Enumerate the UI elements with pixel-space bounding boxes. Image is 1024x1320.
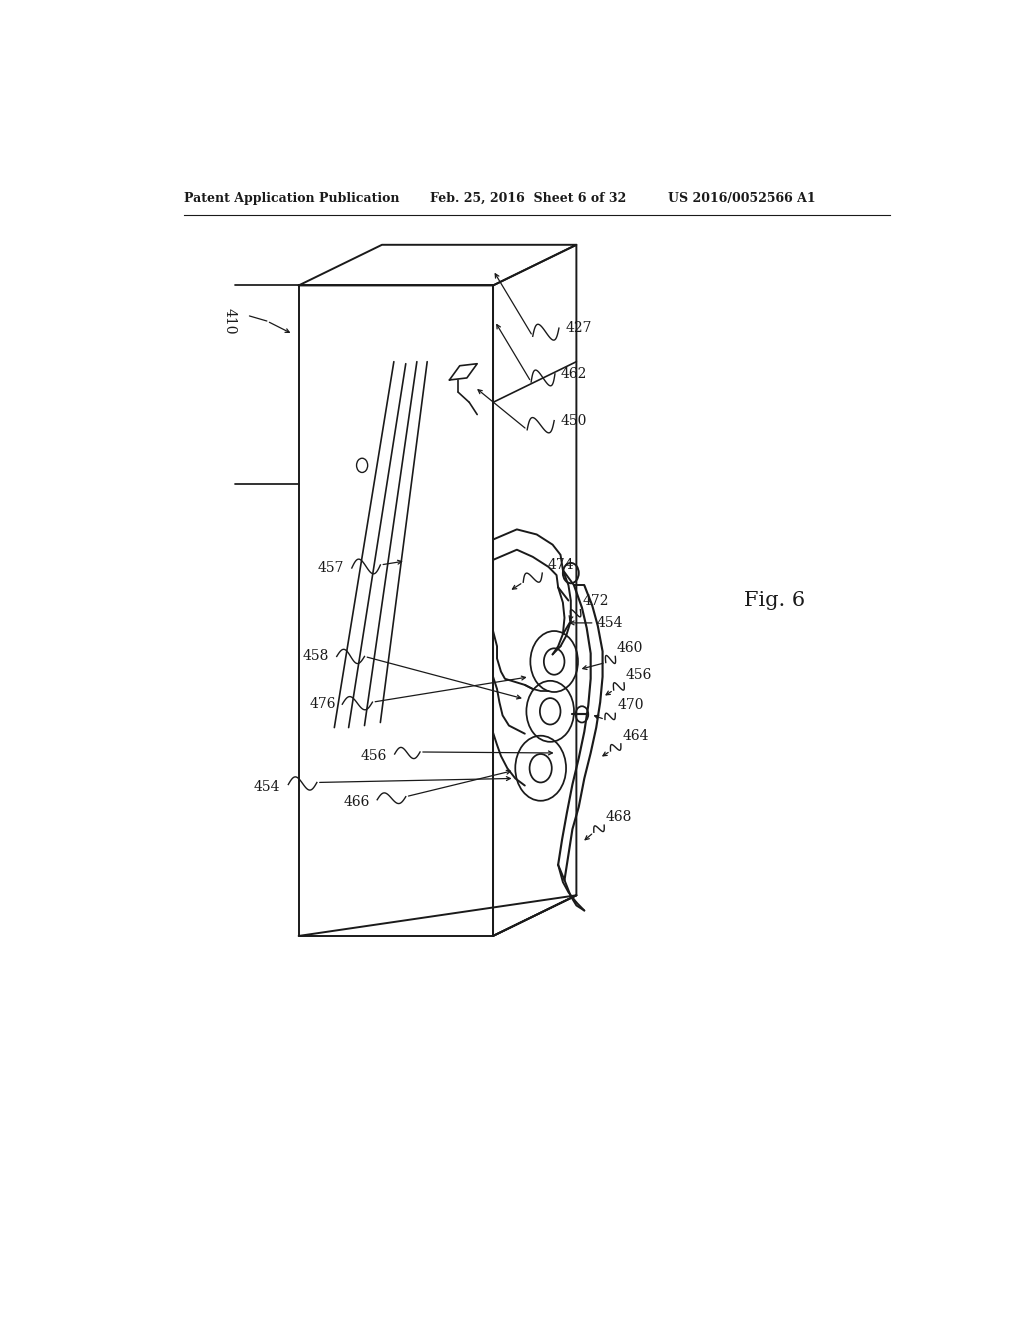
Text: 476: 476 (309, 697, 336, 711)
Text: 464: 464 (623, 729, 649, 743)
Text: 460: 460 (616, 642, 643, 655)
Text: Patent Application Publication: Patent Application Publication (183, 193, 399, 205)
Text: 458: 458 (303, 649, 330, 664)
Text: Feb. 25, 2016  Sheet 6 of 32: Feb. 25, 2016 Sheet 6 of 32 (430, 193, 626, 205)
Text: 462: 462 (561, 367, 587, 381)
Text: Fig. 6: Fig. 6 (744, 591, 805, 610)
Text: 472: 472 (583, 594, 609, 607)
Text: 456: 456 (360, 748, 387, 763)
Text: 454: 454 (254, 780, 281, 793)
Text: 457: 457 (317, 561, 344, 576)
Text: 450: 450 (561, 413, 587, 428)
Text: 470: 470 (617, 698, 644, 713)
Text: 454: 454 (596, 616, 623, 630)
Text: US 2016/0052566 A1: US 2016/0052566 A1 (668, 193, 815, 205)
Text: 466: 466 (343, 795, 370, 809)
Text: 427: 427 (565, 321, 592, 335)
Text: 468: 468 (605, 810, 632, 824)
Text: 474: 474 (547, 558, 573, 572)
Text: 456: 456 (625, 668, 651, 681)
Text: 410: 410 (222, 308, 237, 334)
